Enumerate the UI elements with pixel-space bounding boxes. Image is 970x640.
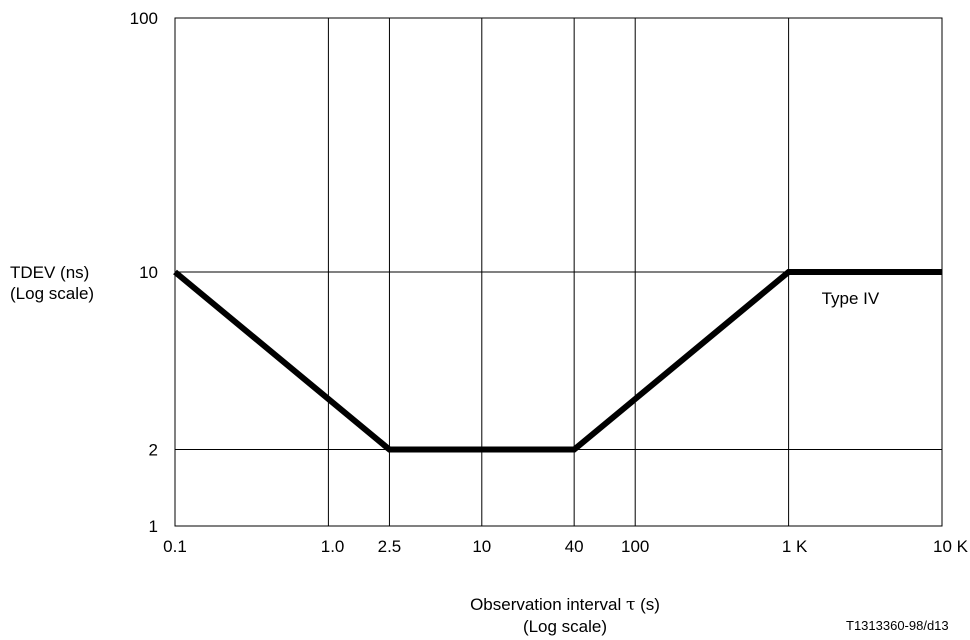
y-tick-label: 1 bbox=[149, 517, 158, 536]
x-axis-label: Observation interval τ (s) (Log scale) bbox=[420, 594, 710, 637]
y-axis-title: TDEV (ns) bbox=[10, 262, 94, 283]
series-label-type-iv: Type IV bbox=[822, 289, 880, 308]
y-tick-label: 2 bbox=[149, 441, 158, 460]
x-tick-label: 0.1 bbox=[163, 537, 187, 556]
x-tick-label: 1 K bbox=[782, 537, 808, 556]
x-tick-label: 1.0 bbox=[321, 537, 345, 556]
x-tick-label: 2.5 bbox=[378, 537, 402, 556]
tau-symbol: τ bbox=[626, 595, 635, 615]
x-axis-title-suffix: (s) bbox=[635, 595, 660, 614]
y-tick-label: 100 bbox=[130, 9, 158, 28]
x-axis-title: Observation interval τ (s) bbox=[420, 594, 710, 616]
x-tick-label: 10 bbox=[472, 537, 491, 556]
y-axis-scale-note: (Log scale) bbox=[10, 283, 94, 304]
figure-code: T1313360-98/d13 bbox=[846, 618, 949, 633]
x-axis-title-prefix: Observation interval bbox=[470, 595, 626, 614]
y-tick-label: 10 bbox=[139, 263, 158, 282]
x-axis-scale-note: (Log scale) bbox=[420, 616, 710, 637]
y-axis-label: TDEV (ns) (Log scale) bbox=[10, 262, 94, 304]
x-tick-label: 10 K bbox=[933, 537, 969, 556]
x-tick-label: 40 bbox=[565, 537, 584, 556]
x-tick-label: 100 bbox=[621, 537, 649, 556]
tick-labels: 0.1 1.0 2.5 10 40 100 1 K 10 K 1 2 10 100 bbox=[130, 9, 969, 556]
